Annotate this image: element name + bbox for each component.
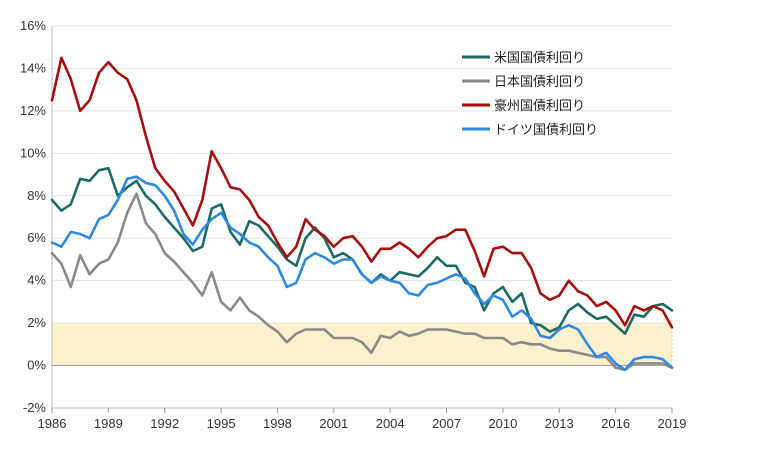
x-tick-label: 2001 bbox=[319, 416, 348, 431]
legend-label: ドイツ国債利回り bbox=[494, 123, 598, 138]
legend-label: 日本国債利回り bbox=[494, 75, 585, 90]
y-tick-label: 6% bbox=[27, 230, 46, 245]
legend-label: 豪州国債利回り bbox=[494, 98, 585, 114]
series-line-1 bbox=[50, 192, 674, 372]
highlight-band bbox=[51, 322, 673, 366]
y-tick-label: 0% bbox=[27, 358, 46, 373]
y-tick-label: 16% bbox=[20, 18, 46, 33]
y-tick-label: 2% bbox=[27, 315, 46, 330]
y-tick-label: 14% bbox=[20, 60, 46, 75]
y-tick-label: 4% bbox=[27, 273, 46, 288]
highlight-band-layer bbox=[51, 322, 673, 366]
x-tick-label: 1995 bbox=[207, 416, 236, 431]
legend-label: 米国国債利回り bbox=[494, 51, 585, 66]
axes: -2% 0% 2% 4% 6% 8% 10% 12% 14% 16% 1986 1989 1992 199… bbox=[20, 18, 686, 431]
x-tick-label: 2004 bbox=[376, 416, 405, 431]
x-tick-label: 2016 bbox=[601, 416, 630, 431]
x-tick-label: 2019 bbox=[658, 416, 687, 431]
x-tick-label: 1992 bbox=[150, 416, 179, 431]
x-tick-label: 2013 bbox=[545, 416, 574, 431]
x-tick-label: 2007 bbox=[432, 416, 461, 431]
series-line-3 bbox=[50, 175, 674, 372]
y-tick-label: 12% bbox=[20, 103, 46, 118]
y-tick-label: -2% bbox=[23, 400, 47, 415]
x-tick-label: 1989 bbox=[94, 416, 123, 431]
x-tick-label: 1986 bbox=[38, 416, 67, 431]
x-tick-label: 1998 bbox=[263, 416, 292, 431]
y-tick-label: 10% bbox=[20, 145, 46, 160]
series-lines bbox=[50, 56, 674, 372]
y-tick-label: 8% bbox=[27, 188, 46, 203]
series-line-2 bbox=[50, 56, 674, 329]
x-tick-label: 2010 bbox=[488, 416, 517, 431]
